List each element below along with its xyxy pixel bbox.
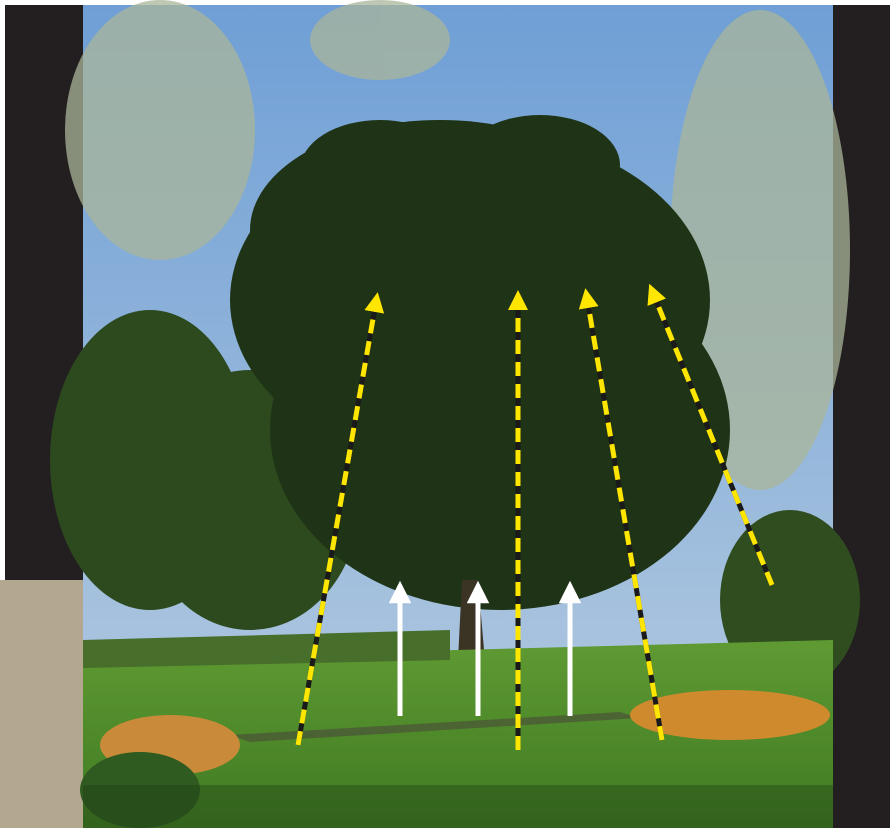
page <box>0 0 890 828</box>
photo <box>0 0 890 828</box>
shadow <box>83 785 833 828</box>
right-border <box>833 5 890 828</box>
scene <box>50 0 860 828</box>
left-strip <box>0 580 83 828</box>
